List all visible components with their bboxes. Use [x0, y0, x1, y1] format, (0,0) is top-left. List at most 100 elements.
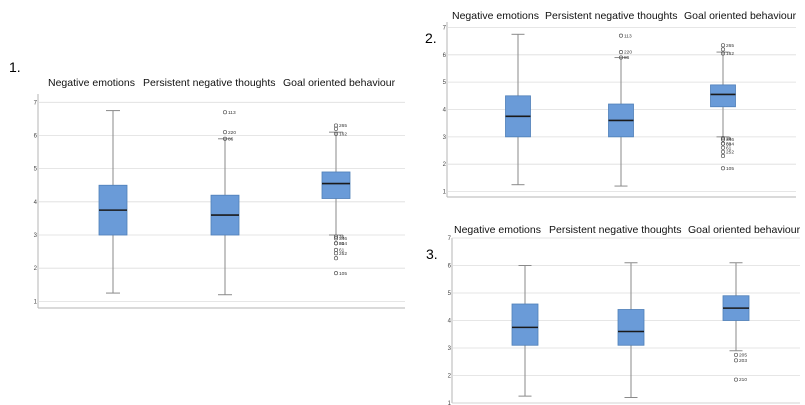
box-1 — [511, 265, 539, 397]
outlier-point — [333, 241, 339, 246]
boxplot-panel-3: 3. Negative emotions Persistent negative t… — [426, 224, 801, 405]
y-tick-label: 2 — [34, 266, 38, 272]
outlier-point — [720, 136, 726, 141]
y-tick-label: 2 — [443, 162, 447, 168]
panel-number: 1. — [9, 59, 21, 75]
outlier-label: 210 — [739, 377, 747, 383]
y-tick-label: 5 — [443, 80, 447, 86]
category-label: Negative emotions — [452, 10, 539, 22]
y-tick-label: 6 — [34, 133, 38, 139]
y-tick-label: 3 — [448, 346, 452, 352]
outlier-label: 162 — [726, 51, 734, 57]
y-tick-label: 4 — [34, 200, 38, 206]
box-iqr — [321, 171, 351, 199]
outlier-point — [333, 247, 339, 252]
outlier-label: 346 — [339, 236, 347, 242]
outlier-point — [333, 236, 339, 241]
category-label: Goal oriented behaviour — [688, 224, 801, 236]
outlier-point — [733, 358, 739, 363]
outlier-point — [720, 51, 726, 56]
outlier-point — [333, 234, 339, 239]
outlier-point — [333, 271, 339, 276]
y-tick-label: 7 — [448, 236, 452, 242]
outlier-point — [720, 153, 726, 159]
y-tick-label: 1 — [34, 299, 38, 305]
outlier-point — [720, 137, 726, 142]
category-label: Persistent negative thoughts — [549, 224, 682, 236]
outlier-point — [720, 149, 726, 154]
outlier-point — [222, 136, 228, 141]
outlier-label: 113 — [624, 33, 632, 39]
outlier-point — [720, 43, 726, 48]
box-1 — [98, 110, 128, 294]
panel-number: 2. — [425, 30, 437, 46]
outlier-point — [333, 251, 339, 256]
boxplot-panel-2: 2. Negative emotions Persistent negative t… — [425, 10, 797, 198]
y-tick-label: 5 — [34, 167, 38, 173]
y-tick-label: 1 — [443, 190, 447, 196]
outlier-point — [222, 110, 228, 115]
y-tick-label: 6 — [448, 264, 452, 270]
outlier-label: 105 — [726, 166, 734, 172]
outlier-label: 105 — [339, 271, 347, 277]
outlier-label: 220 — [624, 50, 632, 56]
outlier-point — [333, 123, 339, 128]
outlier-point — [720, 141, 726, 146]
category-label: Persistent negative thoughts — [143, 77, 276, 89]
outlier-point — [618, 55, 624, 60]
box-2 — [617, 262, 645, 398]
y-tick-label: 3 — [443, 135, 447, 141]
outlier-point — [733, 377, 739, 382]
outlier-label: 36 — [339, 234, 345, 240]
y-tick-label: 3 — [34, 233, 38, 239]
outlier-label: 220 — [228, 130, 236, 136]
outlier-point — [222, 130, 228, 135]
outlier-label: 113 — [228, 110, 236, 116]
outlier-label: 252 — [726, 149, 734, 155]
y-tick-label: 5 — [448, 291, 452, 297]
outlier-point — [333, 131, 339, 136]
box-iqr — [511, 303, 539, 346]
category-label: Negative emotions — [454, 224, 541, 236]
category-label: Persistent negative thoughts — [545, 10, 678, 22]
outlier-label: 61 — [339, 248, 345, 254]
outlier-label: 265 — [726, 43, 734, 49]
y-tick-label: 1 — [448, 401, 452, 405]
outlier-label: 86 — [624, 55, 630, 61]
outlier-label: 205 — [739, 352, 747, 358]
y-tick-label: 4 — [448, 319, 452, 325]
outlier-point — [333, 256, 339, 261]
outlier-label: 314 — [726, 141, 734, 147]
outlier-point — [720, 47, 726, 52]
outlier-label: 203 — [739, 358, 747, 364]
box-iqr — [710, 84, 736, 108]
category-label: Negative emotions — [48, 77, 135, 89]
outlier-point — [720, 166, 726, 171]
boxplot-panel-1: 1. Negative emotions Persistent negative t… — [9, 59, 405, 309]
y-tick-label: 4 — [443, 108, 447, 114]
outlier-label: 162 — [339, 131, 347, 137]
outlier-point — [733, 352, 739, 357]
outlier-point — [333, 126, 339, 131]
outlier-point — [618, 50, 624, 55]
y-tick-label: 6 — [443, 53, 447, 59]
box-1 — [505, 33, 531, 186]
outlier-label: 314 — [339, 241, 347, 247]
outlier-label: 36 — [726, 136, 732, 142]
outlier-label: 86 — [228, 136, 234, 142]
outlier-label: 61 — [726, 145, 732, 151]
panel-number: 3. — [426, 246, 438, 262]
outlier-label: 265 — [339, 123, 347, 129]
outlier-label: 252 — [339, 251, 347, 257]
category-label: Goal oriented behaviour — [283, 77, 396, 89]
y-tick-label: 2 — [448, 374, 452, 380]
outlier-point — [720, 145, 726, 150]
y-tick-label: 7 — [443, 25, 447, 31]
outlier-label: 346 — [726, 137, 734, 143]
